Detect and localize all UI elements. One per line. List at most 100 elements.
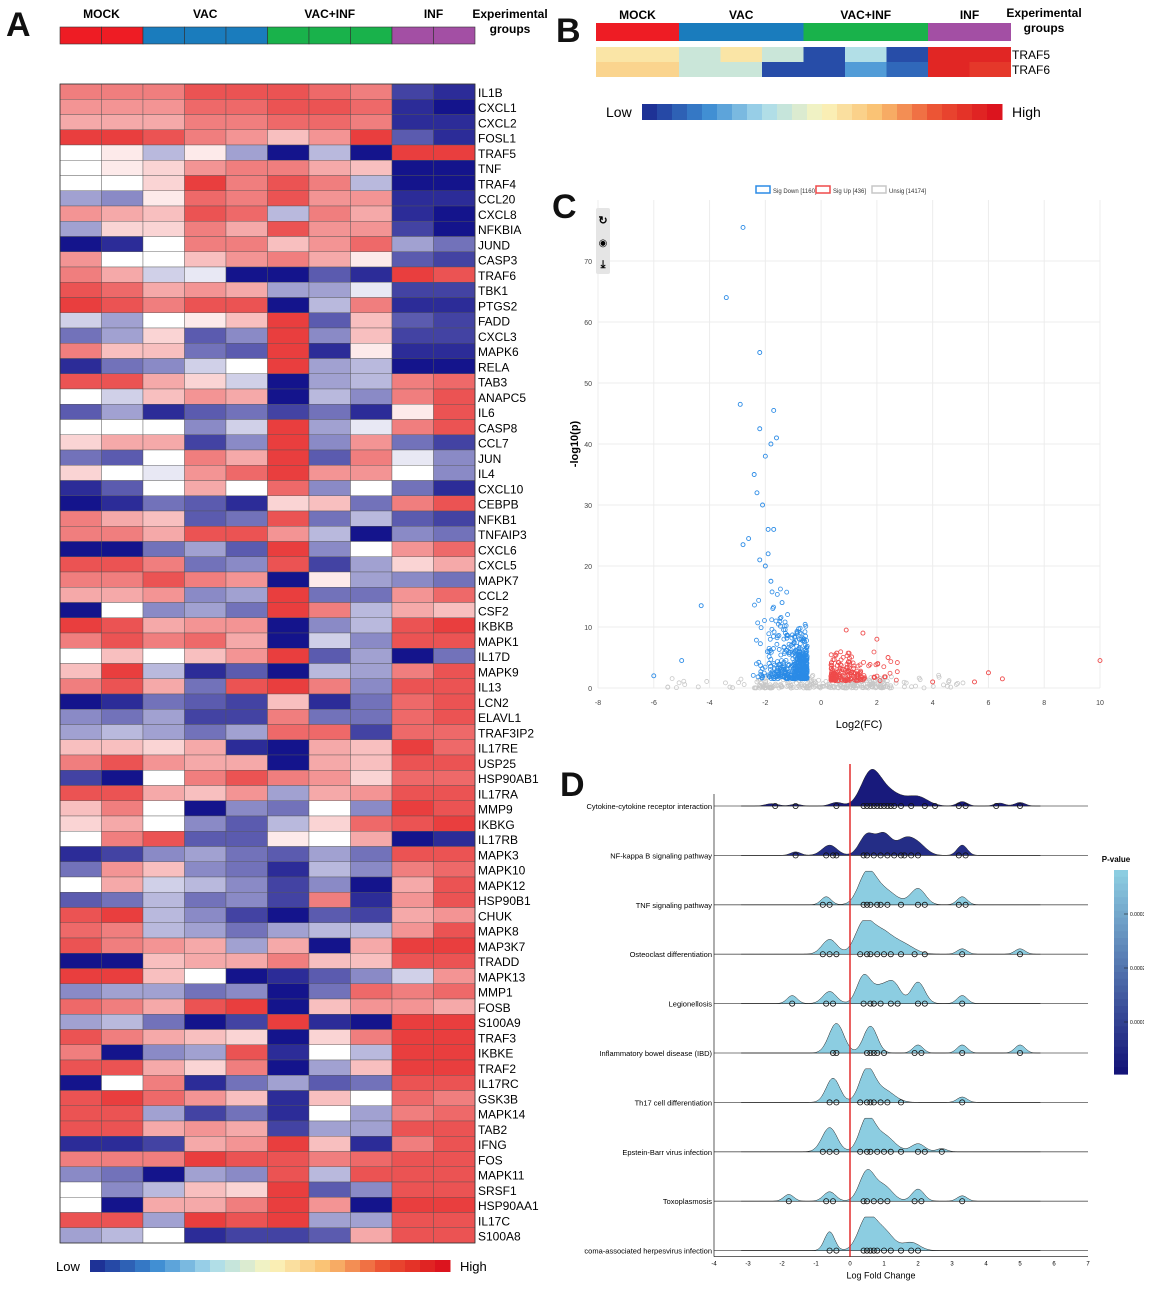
reset-icon[interactable]: ↻	[598, 215, 607, 227]
heat-cell-a-32-9	[433, 571, 476, 588]
ridge-point-6-1	[833, 1099, 840, 1106]
heat-cell-a-58-4	[225, 968, 268, 984]
heat-cell-a-10-6	[308, 236, 351, 252]
ridge-point-3-6	[874, 951, 881, 958]
heat-cell-a-59-8	[391, 983, 434, 1000]
point-sig-down-5	[757, 426, 763, 432]
heat-cell-a-19-5	[267, 373, 310, 390]
heat-cell-a-40-9	[433, 693, 476, 710]
pathway-label-6: Th17 cell differentiation	[635, 1098, 712, 1107]
point-unsig	[723, 680, 728, 686]
heat-cell-a-24-7	[350, 449, 393, 466]
gene-label-a-43: IL17RE	[478, 742, 518, 756]
heat-cell-a-55-4	[225, 922, 268, 939]
point-sig-down	[762, 664, 768, 670]
heat-cell-a-3-3	[184, 129, 227, 146]
gene-label-a-13: TBK1	[478, 284, 508, 298]
point-sig-down-4	[771, 407, 777, 413]
heat-cell-a-44-2	[142, 754, 185, 771]
download-icon[interactable]: ⤓	[600, 259, 607, 271]
heat-cell-a-54-4	[225, 907, 268, 923]
heat-cell-a-3-5	[267, 129, 310, 146]
heat-cell-a-50-5	[267, 846, 310, 862]
point-sig-down	[761, 670, 767, 676]
point-sig-up	[857, 676, 863, 682]
heat-cell-a-61-9	[433, 1014, 476, 1030]
point-sig-down	[783, 623, 789, 629]
heat-cell-b-1-4	[762, 62, 804, 77]
ridge-point-1-9	[891, 852, 898, 859]
heat-cell-a-24-8	[391, 449, 434, 466]
tick-y-c-2: 20	[584, 564, 592, 571]
point-sig-down	[801, 658, 807, 664]
point-sig-up-8	[885, 655, 891, 660]
point-sig-down-15	[746, 536, 752, 541]
heat-cell-a-56-4	[225, 937, 268, 954]
ridge-point-8-1	[823, 1198, 830, 1205]
heat-cell-a-26-2	[142, 480, 185, 496]
gene-label-a-50: MAPK3	[478, 848, 519, 862]
ridge-point-0-15	[921, 803, 928, 810]
heat-cell-a-47-7	[350, 800, 393, 817]
pathway-label-5: Inflammatory bowel disease (IBD)	[599, 1049, 712, 1058]
heat-cell-a-34-1	[101, 602, 144, 618]
group-bar-b-2	[803, 23, 928, 41]
heat-cell-a-28-9	[433, 510, 476, 527]
legend-low-a: Low	[56, 1259, 80, 1274]
heat-cell-a-31-4	[225, 556, 268, 573]
point-sig-down	[791, 665, 796, 671]
point-sig-down	[781, 623, 787, 629]
heat-cell-a-66-9	[433, 1090, 476, 1106]
point-sig-down	[796, 667, 802, 672]
heat-cell-a-12-5	[267, 266, 310, 283]
legend-swatch-b-23	[987, 104, 1003, 120]
point-sig-up	[844, 653, 850, 659]
heat-cell-a-75-0	[59, 1227, 102, 1244]
heat-cell-a-63-0	[59, 1044, 102, 1061]
heat-cell-a-62-9	[433, 1029, 476, 1045]
heat-cell-a-64-2	[142, 1059, 185, 1076]
pathway-label-3: Osteoclast differentiation	[630, 950, 712, 959]
point-sig-down	[769, 669, 775, 675]
heat-cell-a-5-1	[101, 160, 144, 176]
gene-label-a-66: GSK3B	[478, 1092, 518, 1106]
heat-cell-a-73-8	[391, 1197, 434, 1213]
ridge-point-2-7	[884, 901, 891, 908]
heat-cell-a-28-6	[308, 510, 351, 527]
legend-gradient-d-20	[1114, 1006, 1128, 1014]
heat-cell-a-47-8	[391, 800, 434, 817]
heat-cell-a-28-4	[225, 510, 268, 527]
heat-cell-a-20-2	[142, 388, 185, 405]
heat-cell-a-42-7	[350, 724, 393, 740]
point-sig-down	[769, 626, 775, 632]
ridge-area-7	[741, 1117, 1041, 1153]
heat-cell-a-1-4	[225, 99, 268, 115]
heat-cell-a-24-9	[433, 449, 476, 466]
point-unsig	[941, 682, 946, 688]
point-sig-down	[753, 637, 759, 643]
heat-cell-a-51-6	[308, 861, 351, 878]
legend-swatch-b-8	[762, 104, 778, 120]
heat-cell-a-4-2	[142, 144, 185, 161]
point-sig-up	[832, 671, 838, 677]
heat-cell-a-56-6	[308, 937, 351, 954]
ridge-point-7-0	[819, 1148, 826, 1155]
heat-cell-a-4-6	[308, 144, 351, 161]
point-sig-down	[803, 623, 809, 629]
legend-gradient-d-28	[1114, 1060, 1128, 1068]
heat-cell-a-68-9	[433, 1120, 476, 1137]
heat-cell-a-26-3	[184, 480, 227, 496]
heat-cell-a-52-2	[142, 876, 185, 893]
heat-cell-a-36-1	[101, 632, 144, 649]
eye-icon[interactable]: ◉	[599, 238, 608, 249]
point-unsig	[879, 684, 884, 689]
heat-cell-a-55-3	[184, 922, 227, 939]
point-sig-down-16	[765, 551, 771, 557]
ridge-point-1-14	[955, 852, 962, 859]
heat-cell-a-0-4	[225, 83, 268, 100]
point-sig-up	[866, 663, 872, 669]
heat-cell-a-33-7	[350, 587, 393, 603]
ridge-area-5	[741, 1023, 1041, 1054]
heat-cell-a-72-0	[59, 1181, 102, 1198]
heat-cell-a-52-8	[391, 876, 434, 893]
